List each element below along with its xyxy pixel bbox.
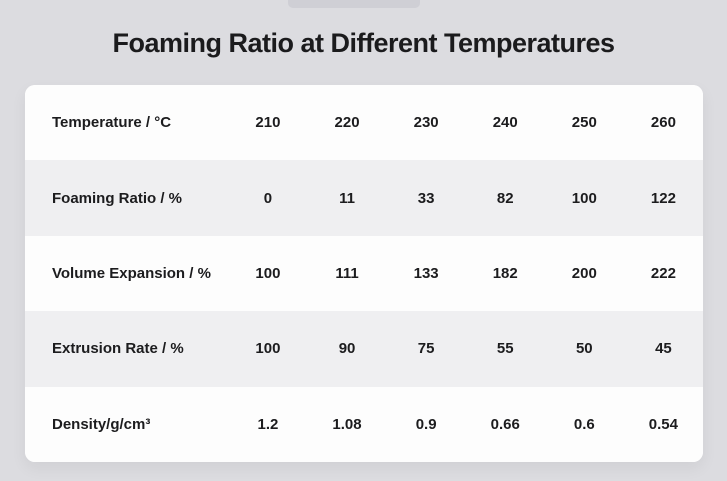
table-row-extrusion-rate: Extrusion Rate / % 100 90 75 55 50 45 xyxy=(25,311,703,387)
table-row-density: Density/g/cm³ 1.2 1.08 0.9 0.66 0.6 0.54 xyxy=(25,386,703,462)
top-notch xyxy=(288,0,420,8)
value-cell: 55 xyxy=(496,340,514,358)
table-row-foaming-ratio: Foaming Ratio / % 0 11 33 82 100 122 xyxy=(25,160,703,236)
value-cell: 100 xyxy=(255,340,281,358)
row-label: Extrusion Rate / % xyxy=(52,340,184,358)
row-label: Density/g/cm³ xyxy=(52,415,151,433)
value-cell: 1.08 xyxy=(332,415,362,433)
value-cell: 1.2 xyxy=(257,415,279,433)
value-cell: 111 xyxy=(335,265,359,283)
value-cell: 82 xyxy=(496,189,514,207)
row-label: Foaming Ratio / % xyxy=(52,189,183,207)
value-cell: 33 xyxy=(417,189,435,207)
table-row-volume-expansion: Volume Expansion / % 100 111 133 182 200… xyxy=(25,235,703,312)
table-row-temperature: Temperature / °C 210 220 230 240 250 260 xyxy=(25,85,703,161)
value-cell: 220 xyxy=(334,114,360,132)
data-table: Temperature / °C 210 220 230 240 250 260… xyxy=(25,85,703,462)
value-cell: 100 xyxy=(255,265,281,283)
value-cell: 133 xyxy=(413,265,439,283)
value-cell: 210 xyxy=(255,114,281,132)
value-cell: 0.54 xyxy=(648,415,678,433)
value-cell: 45 xyxy=(655,340,672,358)
value-cell: 0.6 xyxy=(573,415,595,433)
value-cell: 230 xyxy=(413,114,439,132)
value-cell: 260 xyxy=(650,114,676,132)
value-cell: 0.9 xyxy=(415,415,437,433)
value-cell: 122 xyxy=(650,189,676,207)
value-cell: 222 xyxy=(650,265,676,283)
value-cell: 182 xyxy=(492,265,518,283)
value-cell: 90 xyxy=(338,340,356,358)
value-cell: 11 xyxy=(339,189,355,207)
value-cell: 240 xyxy=(492,114,518,132)
page-title: Foaming Ratio at Different Temperatures xyxy=(112,28,615,58)
row-label: Volume Expansion / % xyxy=(52,265,211,283)
value-cell: 50 xyxy=(575,340,593,358)
value-cell: 0 xyxy=(263,189,273,207)
row-label: Temperature / °C xyxy=(52,114,172,132)
value-cell: 0.66 xyxy=(490,415,520,433)
value-cell: 200 xyxy=(571,265,597,283)
value-cell: 100 xyxy=(571,189,597,207)
value-cell: 250 xyxy=(571,114,597,132)
value-cell: 75 xyxy=(417,340,435,358)
